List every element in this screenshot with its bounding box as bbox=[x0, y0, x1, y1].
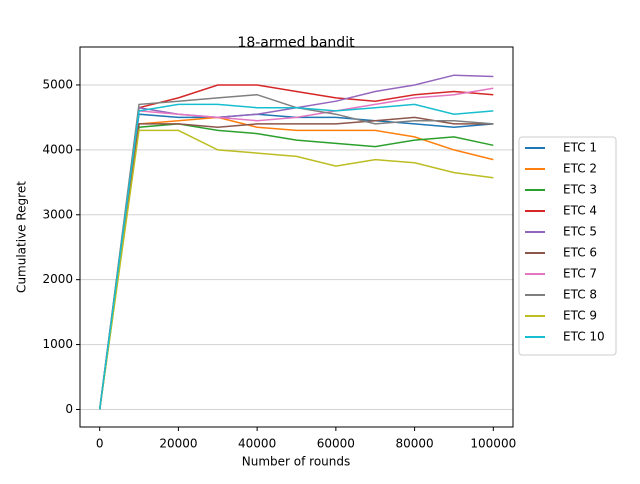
y-tick-label: 4000 bbox=[42, 142, 73, 156]
series-line bbox=[98, 116, 494, 410]
series-line bbox=[98, 116, 494, 410]
y-tick-label: 1000 bbox=[42, 337, 73, 351]
x-tick-label: 100000 bbox=[470, 437, 516, 451]
series-line bbox=[98, 103, 494, 410]
chart-title: 18-armed bandit bbox=[237, 35, 355, 51]
x-tick-label: 80000 bbox=[395, 437, 433, 451]
legend-label: ETC 9 bbox=[563, 309, 597, 323]
legend-label: ETC 5 bbox=[563, 225, 597, 239]
legend-label: ETC 7 bbox=[563, 267, 597, 281]
y-axis-label: Cumulative Regret bbox=[15, 181, 29, 293]
series-line bbox=[98, 87, 494, 410]
x-tick-label: 60000 bbox=[317, 437, 355, 451]
y-tick-label: 5000 bbox=[42, 77, 73, 91]
series-line bbox=[98, 123, 494, 410]
y-tick-label: 3000 bbox=[42, 207, 73, 221]
y-tick-label: 0 bbox=[65, 402, 73, 416]
legend-label: ETC 6 bbox=[563, 246, 597, 260]
axes-frame bbox=[79, 46, 514, 428]
legend-label: ETC 8 bbox=[563, 288, 597, 302]
x-tick-label: 20000 bbox=[159, 437, 197, 451]
x-tick-label: 0 bbox=[96, 437, 104, 451]
legend-label: ETC 3 bbox=[563, 183, 597, 197]
legend-label: ETC 10 bbox=[563, 330, 605, 344]
legend-label: ETC 4 bbox=[563, 204, 597, 218]
legend-box bbox=[518, 136, 617, 356]
x-axis-label: Number of rounds bbox=[242, 455, 351, 469]
series-line bbox=[98, 84, 494, 410]
series-line bbox=[98, 129, 494, 410]
legend-label: ETC 1 bbox=[563, 141, 597, 155]
legend-label: ETC 2 bbox=[563, 162, 597, 176]
y-tick-label: 2000 bbox=[42, 272, 73, 286]
x-tick-label: 40000 bbox=[238, 437, 276, 451]
